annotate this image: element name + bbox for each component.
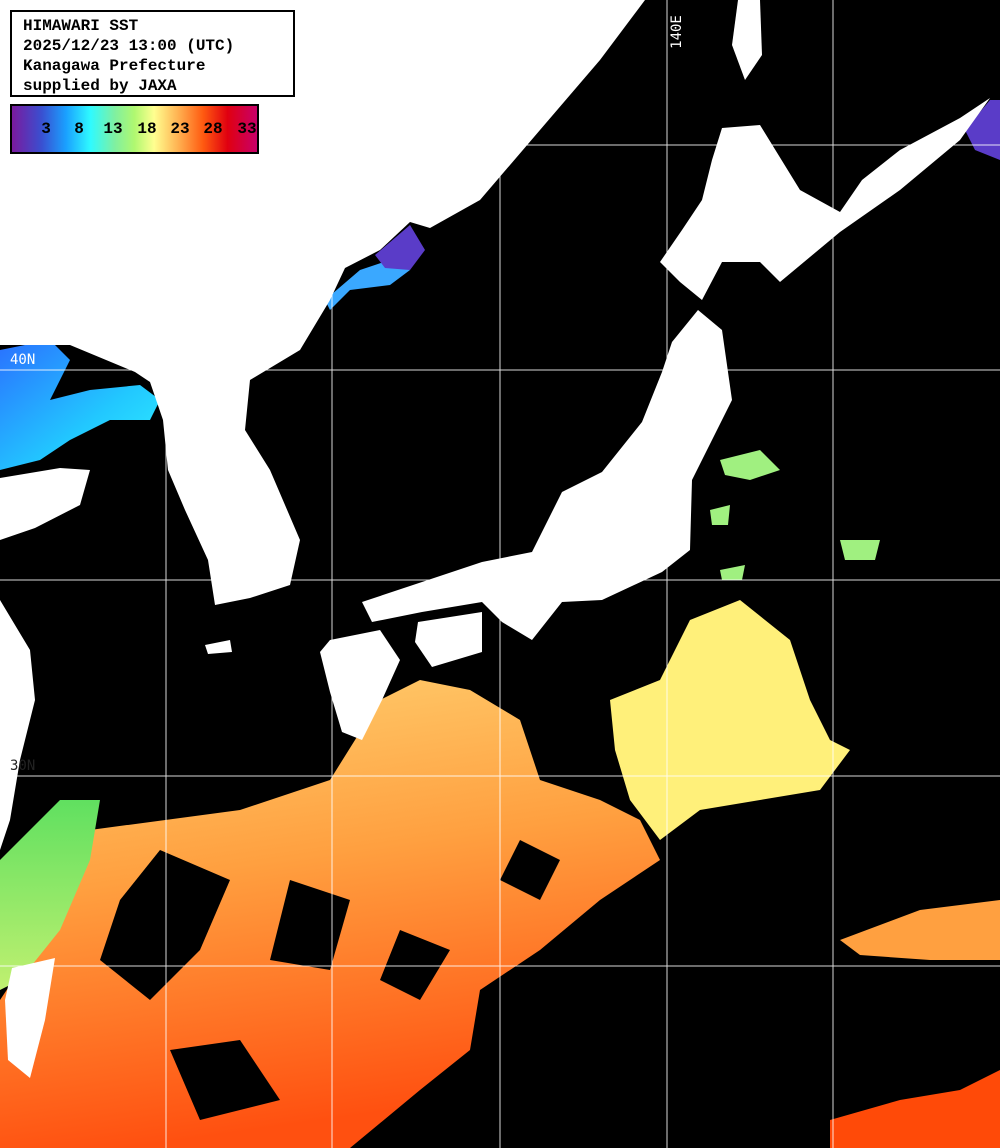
colorbar-tick: 3 <box>41 120 51 138</box>
sst-east-patch <box>840 900 1000 960</box>
colorbar-tick: 13 <box>103 120 123 138</box>
sst-vladivostok-cold <box>375 225 425 270</box>
land-shikoku <box>415 612 482 667</box>
credit-label: supplied by JAXA <box>23 77 177 95</box>
temperature-colorbar: 3 8 13 18 23 28 33 <box>10 104 259 154</box>
colorbar-tick: 23 <box>170 120 190 138</box>
sst-coastal-cool <box>0 800 100 990</box>
colorbar-tick: 28 <box>203 120 223 138</box>
land-sakhalin <box>732 0 762 80</box>
timestamp: 2025/12/23 13:00 (UTC) <box>23 37 235 55</box>
sst-okhotsk <box>965 100 1000 160</box>
land-honshu <box>362 310 732 640</box>
lat-label-30n: 30N <box>10 758 36 774</box>
colorbar-tick: 33 <box>237 120 257 138</box>
land-kyushu <box>320 630 400 740</box>
land-jeju <box>205 640 232 654</box>
land-taiwan <box>5 958 55 1078</box>
land-shandong <box>0 468 90 540</box>
region-label: Kanagawa Prefecture <box>23 57 206 75</box>
colorbar-tick: 8 <box>74 120 84 138</box>
land-china-coast <box>0 600 35 850</box>
sst-yellow-region <box>610 600 850 840</box>
lon-label-140e: 140E <box>668 15 685 49</box>
lat-label-40n: 40N <box>10 352 36 368</box>
title-box: HIMAWARI SST 2025/12/23 13:00 (UTC) Kana… <box>10 10 295 97</box>
title-line: HIMAWARI SST <box>23 17 139 35</box>
sst-bohai <box>0 340 160 470</box>
sst-warm-region <box>0 680 660 1148</box>
sst-red-strip <box>830 1070 1000 1148</box>
land-island-rebun <box>400 128 425 165</box>
colorbar-tick: 18 <box>137 120 157 138</box>
sst-green-patch <box>710 450 880 580</box>
sst-vladivostok <box>325 260 410 310</box>
land-hokkaido <box>660 98 990 300</box>
